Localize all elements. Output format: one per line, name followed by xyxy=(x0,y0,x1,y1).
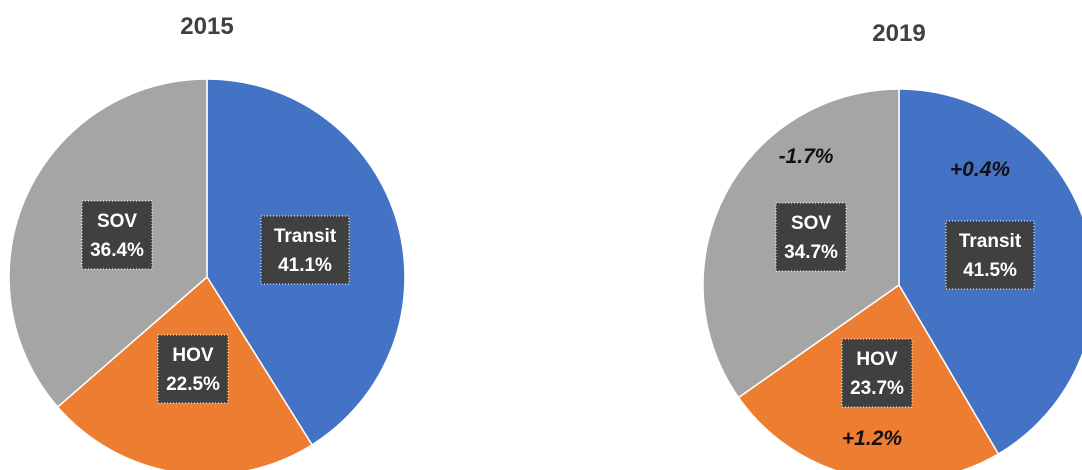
slice-name-label: SOV xyxy=(97,211,137,232)
chart-title-2015: 2015 xyxy=(180,13,233,40)
slice-percent-label: 36.4% xyxy=(90,240,144,261)
data-label-transit-2019: Transit 41.5% xyxy=(945,220,1035,290)
slice-name-label: SOV xyxy=(791,213,831,234)
slice-percent-label: 22.5% xyxy=(166,374,220,395)
chart-2019: 2019 Transit 41.5% HOV 23.7% SOV 34.7% +0.4% +1… xyxy=(702,20,1082,470)
chart-2015: 2015 Transit 41.1% HOV 22.5% SOV 36.4% xyxy=(8,13,406,470)
slice-name-label: HOV xyxy=(172,345,214,366)
data-label-box xyxy=(260,215,350,285)
slice-percent-label: 34.7% xyxy=(784,242,838,263)
data-label-box xyxy=(945,220,1035,290)
data-label-transit-2015: Transit 41.1% xyxy=(260,215,350,285)
slice-percent-label: 41.1% xyxy=(278,255,332,276)
data-label-sov-2019: SOV 34.7% xyxy=(775,202,847,272)
data-label-box xyxy=(775,202,847,272)
chart-title-2019: 2019 xyxy=(872,20,925,47)
change-annotation-transit: +0.4% xyxy=(950,158,1010,181)
slice-percent-label: 23.7% xyxy=(850,378,904,399)
data-label-hov-2019: HOV 23.7% xyxy=(841,338,913,408)
pie-2019: Transit 41.5% HOV 23.7% SOV 34.7% +0.4% +1.2% -1… xyxy=(702,88,1082,470)
slice-name-label: Transit xyxy=(959,231,1022,252)
change-annotation-sov: -1.7% xyxy=(779,145,834,168)
pie-2015: Transit 41.1% HOV 22.5% SOV 36.4% xyxy=(8,78,406,470)
data-label-sov-2015: SOV 36.4% xyxy=(81,200,153,270)
data-label-box xyxy=(841,338,913,408)
slice-name-label: HOV xyxy=(856,349,898,370)
data-label-box xyxy=(157,334,229,404)
slice-name-label: Transit xyxy=(274,226,337,247)
data-label-box xyxy=(81,200,153,270)
slice-percent-label: 41.5% xyxy=(963,260,1017,281)
change-annotation-hov: +1.2% xyxy=(842,427,902,450)
data-label-hov-2015: HOV 22.5% xyxy=(157,334,229,404)
